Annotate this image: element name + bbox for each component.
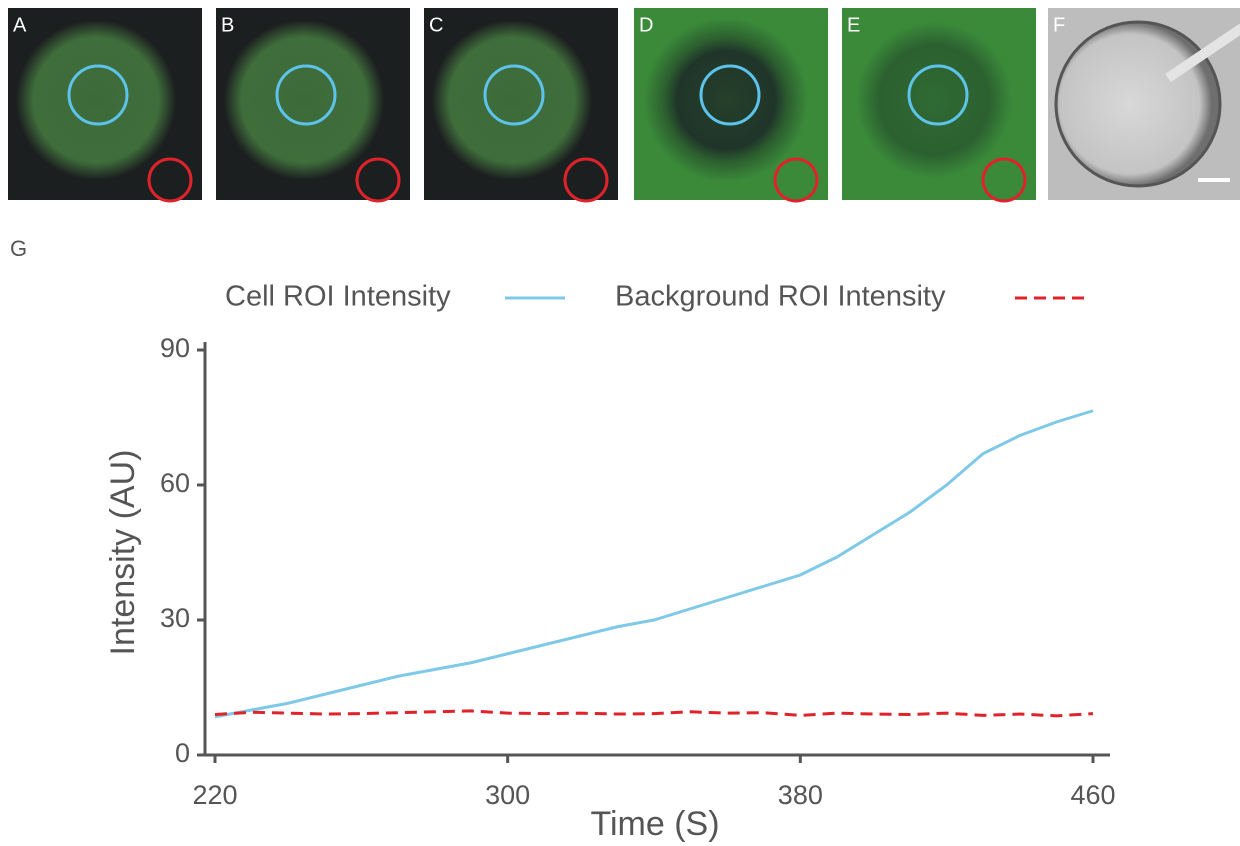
y-tick-label: 30 — [160, 603, 190, 633]
x-tick-label: 460 — [1070, 780, 1115, 810]
image-panel: B — [216, 8, 410, 203]
panel-label: D — [639, 14, 653, 36]
figure-label: G — [10, 236, 27, 261]
cell-fluorescence — [224, 20, 384, 180]
image-panels: A B C D E F — [8, 8, 1240, 203]
y-axis-label: Intensity (AU) — [104, 450, 142, 656]
pipette — [1165, 23, 1240, 83]
cell-roi — [907, 64, 969, 126]
y-tick-label: 90 — [160, 333, 190, 363]
cell-fluorescence — [432, 20, 592, 180]
cell-roi — [275, 64, 337, 126]
cell-brightfield — [1054, 20, 1222, 188]
cell-fluorescence — [16, 20, 176, 180]
panel-label: C — [429, 14, 443, 36]
x-axis-label: Time (S) — [590, 805, 719, 843]
chart: 0 30 60 90 220 300 380 460 Time (S) Intensity (AU… — [104, 281, 1116, 843]
image-panel: F — [1048, 8, 1240, 200]
image-panel: D — [634, 8, 828, 203]
legend-label: Cell ROI Intensity — [225, 281, 451, 313]
x-tick-label: 380 — [778, 780, 823, 810]
cell-shadow — [644, 18, 808, 182]
cell-roi — [699, 64, 761, 126]
background-roi — [355, 157, 401, 203]
cell-roi — [483, 64, 545, 126]
data-line — [214, 409, 1094, 719]
panel-label: A — [13, 14, 27, 36]
image-panel: E — [842, 8, 1036, 203]
panel-label: E — [847, 14, 860, 36]
background-roi — [773, 157, 819, 203]
y-tick-label: 0 — [175, 738, 190, 768]
data-line — [214, 709, 1094, 718]
cell-roi — [67, 64, 129, 126]
panel-label: B — [221, 14, 234, 36]
image-panel: C — [424, 8, 618, 203]
panel-label: F — [1053, 14, 1065, 36]
image-panel: A — [8, 8, 202, 203]
background-roi — [147, 157, 193, 203]
legend-label: Background ROI Intensity — [615, 281, 946, 313]
background-roi — [563, 157, 609, 203]
x-tick-label: 220 — [192, 780, 237, 810]
y-tick-label: 60 — [160, 468, 190, 498]
background-roi — [981, 157, 1027, 203]
cell-shadow — [856, 22, 1012, 178]
x-tick-label: 300 — [485, 780, 530, 810]
